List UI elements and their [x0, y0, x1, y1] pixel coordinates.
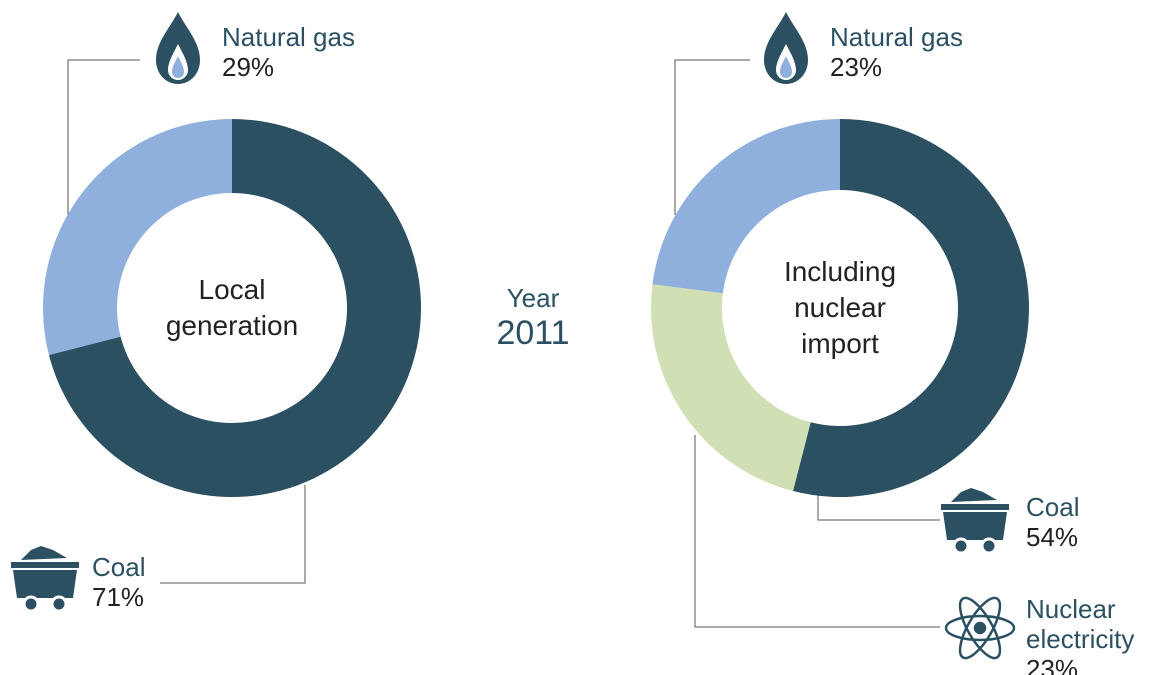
segment-label: Nuclear electricity 23% [1026, 594, 1160, 675]
category-name: Nuclear electricity [1026, 594, 1135, 654]
value-label: 71% [92, 582, 145, 612]
year-annotation: Year 2011 [473, 282, 593, 352]
flame-icon [156, 12, 200, 84]
donut-segment [650, 284, 811, 492]
donut-segment [48, 119, 422, 497]
value-label: 29% [222, 52, 275, 82]
coal-cart-icon [11, 546, 79, 613]
value-label: 54% [1026, 522, 1079, 552]
value-label: 23% [1026, 654, 1079, 675]
category-name: Coal [92, 552, 146, 582]
donut-segment [652, 119, 840, 294]
category-name: Coal [1026, 492, 1080, 522]
leader-lines [67, 59, 940, 628]
flame-icon [764, 12, 808, 84]
category-name: Natural gas [830, 22, 963, 52]
year-label: Year [506, 283, 560, 313]
center-label: Including nuclear import [783, 256, 897, 359]
donut-segment [792, 119, 1029, 497]
category-name: Natural gas [222, 22, 355, 52]
center-label: Local generation [165, 274, 299, 341]
donut-segment [43, 119, 232, 356]
segment-label: Natural gas 29% [222, 22, 362, 82]
segment-label: Coal 71% [92, 552, 232, 612]
value-label: 23% [830, 52, 883, 82]
atom-icon [944, 596, 1016, 660]
segment-label: Coal 54% [1026, 492, 1160, 552]
coal-cart-icon [941, 488, 1009, 555]
segment-label: Natural gas 23% [830, 22, 970, 82]
year-value: 2011 [496, 314, 570, 352]
